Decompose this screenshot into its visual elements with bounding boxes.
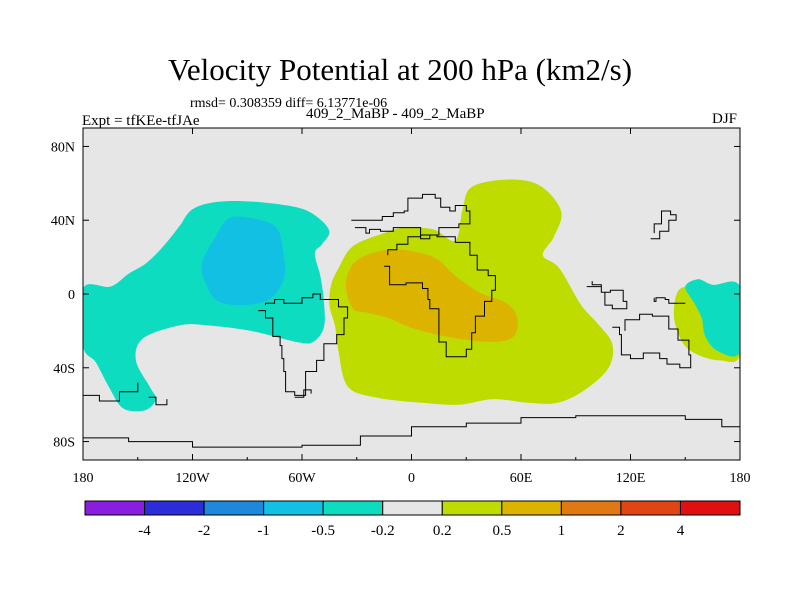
y-tick-label-2: 0	[68, 288, 75, 303]
colorbar-label-7: 1	[558, 523, 566, 539]
coastline-7	[653, 297, 686, 304]
season-label: DJF	[712, 111, 738, 127]
x-tick-label-0: 180	[73, 471, 94, 486]
rmsd-diff-label: rmsd= 0.308359 diff= 6.13771e-06	[190, 96, 388, 111]
chart-title: Velocity Potential at 200 hPa (km2/s)	[167, 52, 633, 87]
colorbar-box-5	[382, 500, 443, 516]
x-tick-label-6: 180	[730, 471, 751, 486]
colorbar-box-2	[203, 500, 265, 516]
colorbar-label-3: -0.5	[311, 523, 335, 539]
coastline-6	[650, 210, 677, 240]
contour-fills	[83, 179, 740, 412]
colorbar-label-5: 0.2	[433, 523, 452, 539]
colorbar-box-4	[322, 500, 384, 516]
colorbar-box-7	[501, 500, 562, 516]
contour-region-4	[345, 249, 518, 343]
x-tick-label-2: 60W	[288, 471, 316, 486]
y-tick-label-1: 40N	[51, 214, 75, 229]
colorbar: -4 -2 -1 -0.5 -0.2 0.2 0.5 1 2 4	[84, 500, 741, 539]
colorbar-label-0: -4	[138, 523, 151, 539]
colorbar-box-3	[263, 500, 324, 516]
x-tick-label-4: 60E	[510, 471, 533, 486]
colorbar-box-10	[679, 500, 741, 516]
y-tick-label-4: 80S	[53, 436, 75, 451]
colorbar-label-9: 4	[677, 523, 685, 539]
colorbar-label-8: 2	[617, 523, 625, 539]
coastline-4	[83, 415, 740, 448]
coastline-1	[384, 234, 496, 358]
colorbar-box-9	[620, 500, 681, 516]
colorbar-box-1	[144, 500, 205, 516]
experiment-label: Expt = tfKEe-tfJAe	[82, 113, 200, 129]
colorbar-label-1: -2	[198, 523, 211, 539]
x-tick-label-5: 120E	[616, 471, 646, 486]
y-tick-label-0: 80N	[51, 140, 75, 155]
colorbar-box-6	[441, 500, 503, 516]
coastline-9	[148, 396, 168, 406]
coastline-3	[612, 313, 692, 369]
contour-region-1	[201, 216, 286, 306]
coastline-5	[586, 281, 628, 310]
contour-region-5	[685, 279, 740, 357]
land-outlines	[83, 193, 740, 448]
colorbar-label-6: 0.5	[492, 523, 511, 539]
coastline-0	[351, 193, 471, 240]
colorbar-box-0	[84, 500, 146, 516]
x-tick-label-1: 120W	[175, 471, 210, 486]
coastline-2	[258, 293, 349, 396]
coastline-8	[83, 382, 139, 402]
case-label: 409_2_MaBP - 409_2_MaBP	[306, 106, 485, 122]
colorbar-label-4: -0.2	[371, 523, 395, 539]
colorbar-box-8	[560, 500, 622, 516]
y-tick-label-3: 40S	[53, 362, 75, 377]
x-tick-label-3: 0	[408, 471, 415, 486]
coastline-10	[294, 389, 312, 398]
colorbar-label-2: -1	[257, 523, 270, 539]
map-axes: 180 120W 60W 0 60E 120E 180 80N 40N 0 40S 80S	[51, 128, 751, 486]
